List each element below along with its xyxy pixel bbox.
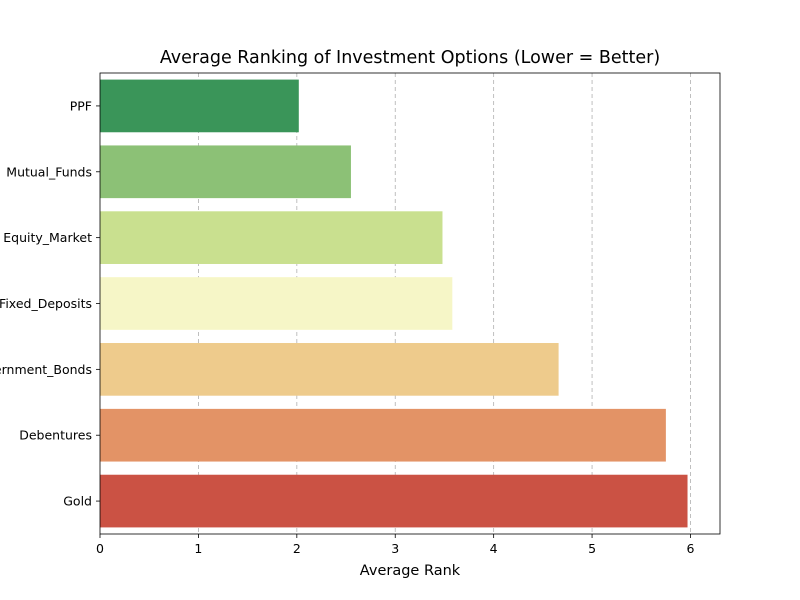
bar-debentures [100, 408, 666, 462]
x-axis-label: Average Rank [360, 563, 461, 579]
y-tick-label-gold: Gold [63, 494, 92, 509]
bar-government-bonds [100, 343, 559, 396]
bar-mutual-funds [100, 145, 351, 199]
x-tick-label-2: 2 [293, 541, 301, 556]
bar-equity-market [100, 211, 443, 264]
x-tick-label-4: 4 [490, 541, 498, 556]
x-tick-label-3: 3 [391, 541, 399, 556]
bar-ppf [100, 79, 299, 133]
y-tick-label-government-bonds: Government_Bonds [0, 362, 92, 377]
chart-title: Average Ranking of Investment Options (L… [160, 48, 660, 68]
bar-fixed-deposits [100, 277, 453, 330]
y-tick-label-ppf: PPF [70, 98, 92, 113]
y-tick-label-mutual-funds: Mutual_Funds [6, 164, 92, 179]
y-tick-label-debentures: Debentures [19, 428, 92, 443]
x-tick-label-1: 1 [194, 541, 202, 556]
y-tick-label-fixed-deposits: Fixed_Deposits [0, 296, 92, 311]
x-axis-ticks: 0 1 2 3 4 5 6 [96, 534, 694, 556]
bars [100, 79, 688, 528]
x-tick-label-0: 0 [96, 541, 104, 556]
bar-gold [100, 474, 688, 528]
x-tick-label-5: 5 [588, 541, 596, 556]
y-axis-ticks: PPF Mutual_Funds Equity_Market Fixed_Deposi… [0, 98, 100, 509]
y-tick-label-equity-market: Equity_Market [3, 230, 92, 245]
x-tick-label-6: 6 [686, 541, 694, 556]
